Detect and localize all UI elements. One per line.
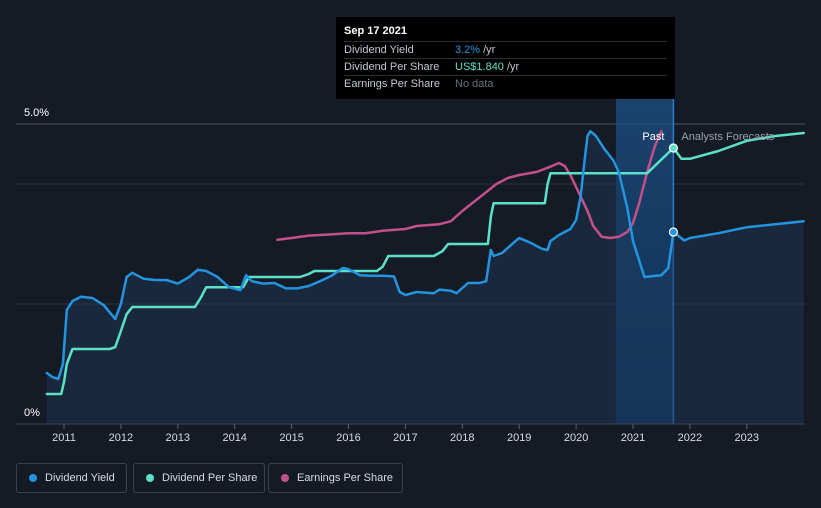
past-label: Past [642,131,664,143]
tooltip-value-number: US$1.840 [455,61,504,73]
x-tick-label: 2020 [564,432,588,444]
legend-label: Earnings Per Share [297,472,393,484]
markers [668,143,678,237]
series-lines [45,129,805,396]
x-tick-label: 2017 [393,432,417,444]
tooltip-value: 3.2%/yr [455,44,495,56]
tooltip-date: Sep 17 2021 [344,25,407,37]
tooltip-label: Dividend Yield [344,44,414,56]
tooltip-value-number: No data [455,78,494,90]
past-shading [615,94,675,424]
tooltip-row-dividend-per-share: Dividend Per Share US$1.840/yr [344,58,667,75]
x-axis: 2011 2012 2013 2014 2015 2016 2017 2018 2019 2020… [16,423,805,444]
legend-dot-icon [146,474,154,482]
x-tick-label: 2021 [621,432,645,444]
x-tick-label: 2023 [735,432,759,444]
y-tick-label-top: 5.0% [24,107,49,119]
tooltip-value-number: 3.2% [455,44,481,56]
x-tick-label: 2011 [52,432,76,444]
forecast-label: Analysts Forecasts [681,131,774,143]
dividend-yield-area [46,131,804,424]
x-tick-label: 2022 [678,432,702,444]
legend-dot-icon [281,474,289,482]
x-tick-label: 2014 [222,432,246,444]
tooltip-value-unit: /yr [483,44,496,56]
tooltip-value: No data [455,78,497,90]
legend-dot-icon [29,474,37,482]
earnings-per-share-line [276,129,663,242]
chart-labels: 5.0% 0% Past Analysts Forecasts [24,107,775,419]
tooltip: Sep 17 2021 Dividend Yield 3.2%/yr Divid… [336,17,675,99]
x-tick-label: 2013 [166,432,190,444]
tooltip-value: US$1.840/yr [455,61,519,73]
tooltip-row-earnings-per-share: Earnings Per Share No data [344,75,667,92]
legend-label: Dividend Yield [45,472,115,484]
x-tick-label: 2018 [450,432,474,444]
x-tick-label: 2016 [336,432,360,444]
x-tick-label: 2019 [507,432,531,444]
legend-dividend-yield[interactable]: Dividend Yield [16,463,127,493]
yield-area [46,131,804,424]
x-tick-label: 2012 [109,432,133,444]
x-tick-label: 2015 [279,432,303,444]
dividend-yield-line [45,129,805,381]
tooltip-label: Earnings Per Share [344,78,440,90]
dividend-yield-marker [668,227,678,237]
tooltip-row-dividend-yield: Dividend Yield 3.2%/yr [344,41,667,58]
past-shade-band [615,94,674,424]
legend-dividend-per-share[interactable]: Dividend Per Share [133,463,265,493]
tooltip-value-unit: /yr [506,61,520,73]
dividend-per-share-marker [668,143,678,153]
tooltip-label: Dividend Per Share [344,61,440,73]
y-tick-label-bottom: 0% [24,407,40,419]
dividend-per-share-line [45,131,805,396]
legend-earnings-per-share[interactable]: Earnings Per Share [268,463,403,493]
legend-label: Dividend Per Share [162,472,258,484]
